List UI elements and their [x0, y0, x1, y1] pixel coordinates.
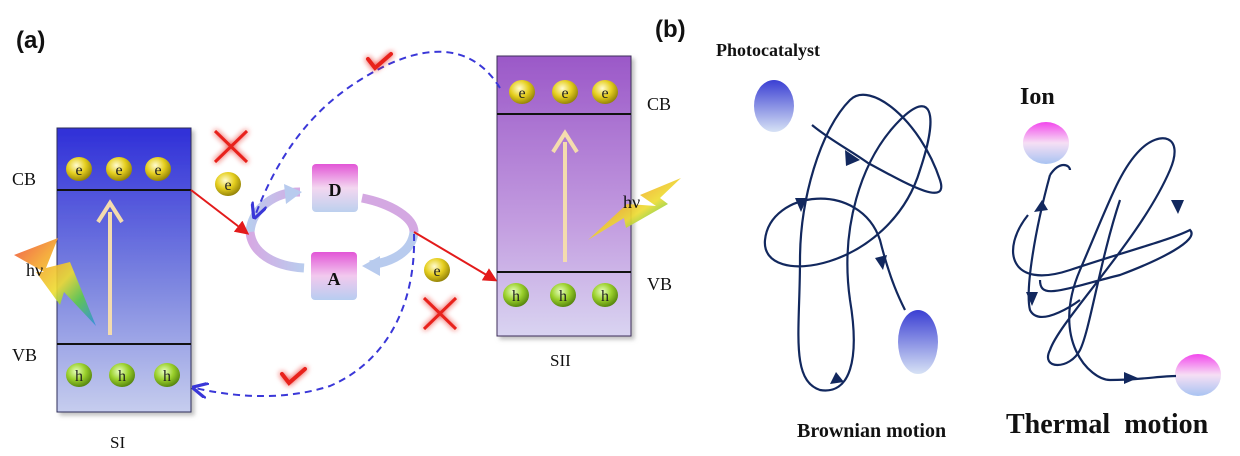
si-hole: h: [154, 363, 180, 387]
donor-badge: D: [312, 164, 358, 212]
photocatalyst-label: Photocatalyst: [716, 40, 820, 60]
path-arrowhead: [830, 372, 844, 384]
sii-excitation-arrowhead: [551, 129, 579, 154]
cycle-arrowhead: [362, 256, 380, 276]
svg-text:e: e: [561, 85, 568, 102]
sii-electron: e: [592, 80, 618, 104]
sii-hole: h: [550, 283, 576, 307]
svg-text:h: h: [512, 288, 520, 305]
cycle-arc-right-top: [361, 193, 419, 233]
acceptor-label: A: [328, 269, 341, 289]
svg-text:h: h: [559, 288, 567, 305]
si-cb-to-cycle-arrow: [190, 189, 250, 235]
check-icon: [366, 52, 393, 71]
svg-text:e: e: [115, 162, 122, 179]
free-electron: e: [215, 172, 241, 196]
si-hole: h: [109, 363, 135, 387]
sii-name: SII: [550, 351, 571, 370]
donor-acceptor-cycle: D A: [245, 164, 419, 300]
check-icon: [280, 367, 307, 386]
cycle-to-si-vb-dashed-arrow: [195, 233, 416, 396]
thermal-motion-label: Thermal motion: [1006, 409, 1209, 440]
cross-icon: [213, 129, 249, 164]
cycle-arc-left-bottom: [245, 231, 305, 273]
acceptor-badge: A: [311, 252, 357, 300]
svg-text:e: e: [601, 85, 608, 102]
svg-text:e: e: [154, 162, 161, 179]
si-electron: e: [66, 157, 92, 181]
sii-electron: e: [552, 80, 578, 104]
ion-label: Ion: [1020, 84, 1055, 110]
path-arrowhead: [1026, 292, 1038, 306]
svg-text:e: e: [75, 162, 82, 179]
si-excitation-arrowhead: [96, 199, 124, 224]
sii-vb-label: VB: [647, 274, 672, 294]
path-arrowhead: [845, 150, 860, 166]
svg-text:e: e: [518, 85, 525, 102]
path-arrowhead: [795, 198, 807, 212]
sii-photon-bolt-icon: hν: [588, 178, 681, 240]
si-photon-bolt-icon: hν: [14, 238, 96, 326]
donor-label: D: [329, 180, 342, 200]
si-hole: h: [66, 363, 92, 387]
cross-icon: [422, 296, 458, 331]
photocatalyst-particle: [898, 310, 938, 374]
si-cb-label: CB: [12, 169, 36, 189]
si-photon-label: hν: [26, 260, 43, 280]
svg-text:h: h: [163, 368, 171, 385]
svg-text:h: h: [118, 368, 126, 385]
si-electron: e: [145, 157, 171, 181]
path-arrowhead: [1124, 372, 1138, 384]
cycle-to-sii-vb-arrow: [413, 231, 498, 282]
brownian-motion-path: [763, 93, 943, 392]
cycle-arrowhead: [284, 184, 302, 204]
thermal-motion-path: [1012, 137, 1193, 382]
free-electron: e: [424, 258, 450, 282]
photocatalyst-particle: [754, 80, 794, 132]
path-arrowhead: [1034, 200, 1048, 212]
sii-hole: h: [592, 283, 618, 307]
svg-text:e: e: [224, 177, 231, 194]
si-electron: e: [106, 157, 132, 181]
panel-b-label: (b): [655, 16, 686, 43]
semiconductor-si: CB VB SI e e e h h h: [12, 127, 192, 452]
si-vb-label: VB: [12, 345, 37, 365]
semiconductor-sii: CB VB SII e e e h h h: [496, 55, 672, 370]
sii-cb-to-cycle-dashed-arrow: [255, 50, 501, 216]
ion-particle: [1175, 354, 1221, 396]
sii-hole: h: [503, 283, 529, 307]
ion-particle: [1023, 122, 1069, 164]
sii-photon-label: hν: [623, 192, 640, 212]
svg-text:h: h: [75, 368, 83, 385]
sii-cb-label: CB: [647, 94, 671, 114]
panel-a-label: (a): [16, 27, 45, 54]
si-name: SI: [110, 433, 125, 452]
path-arrowhead: [1171, 200, 1184, 214]
sii-electron: e: [509, 80, 535, 104]
svg-text:h: h: [601, 288, 609, 305]
path-arrowhead: [875, 255, 887, 270]
brownian-motion-label: Brownian motion: [797, 420, 946, 442]
svg-text:e: e: [433, 263, 440, 280]
